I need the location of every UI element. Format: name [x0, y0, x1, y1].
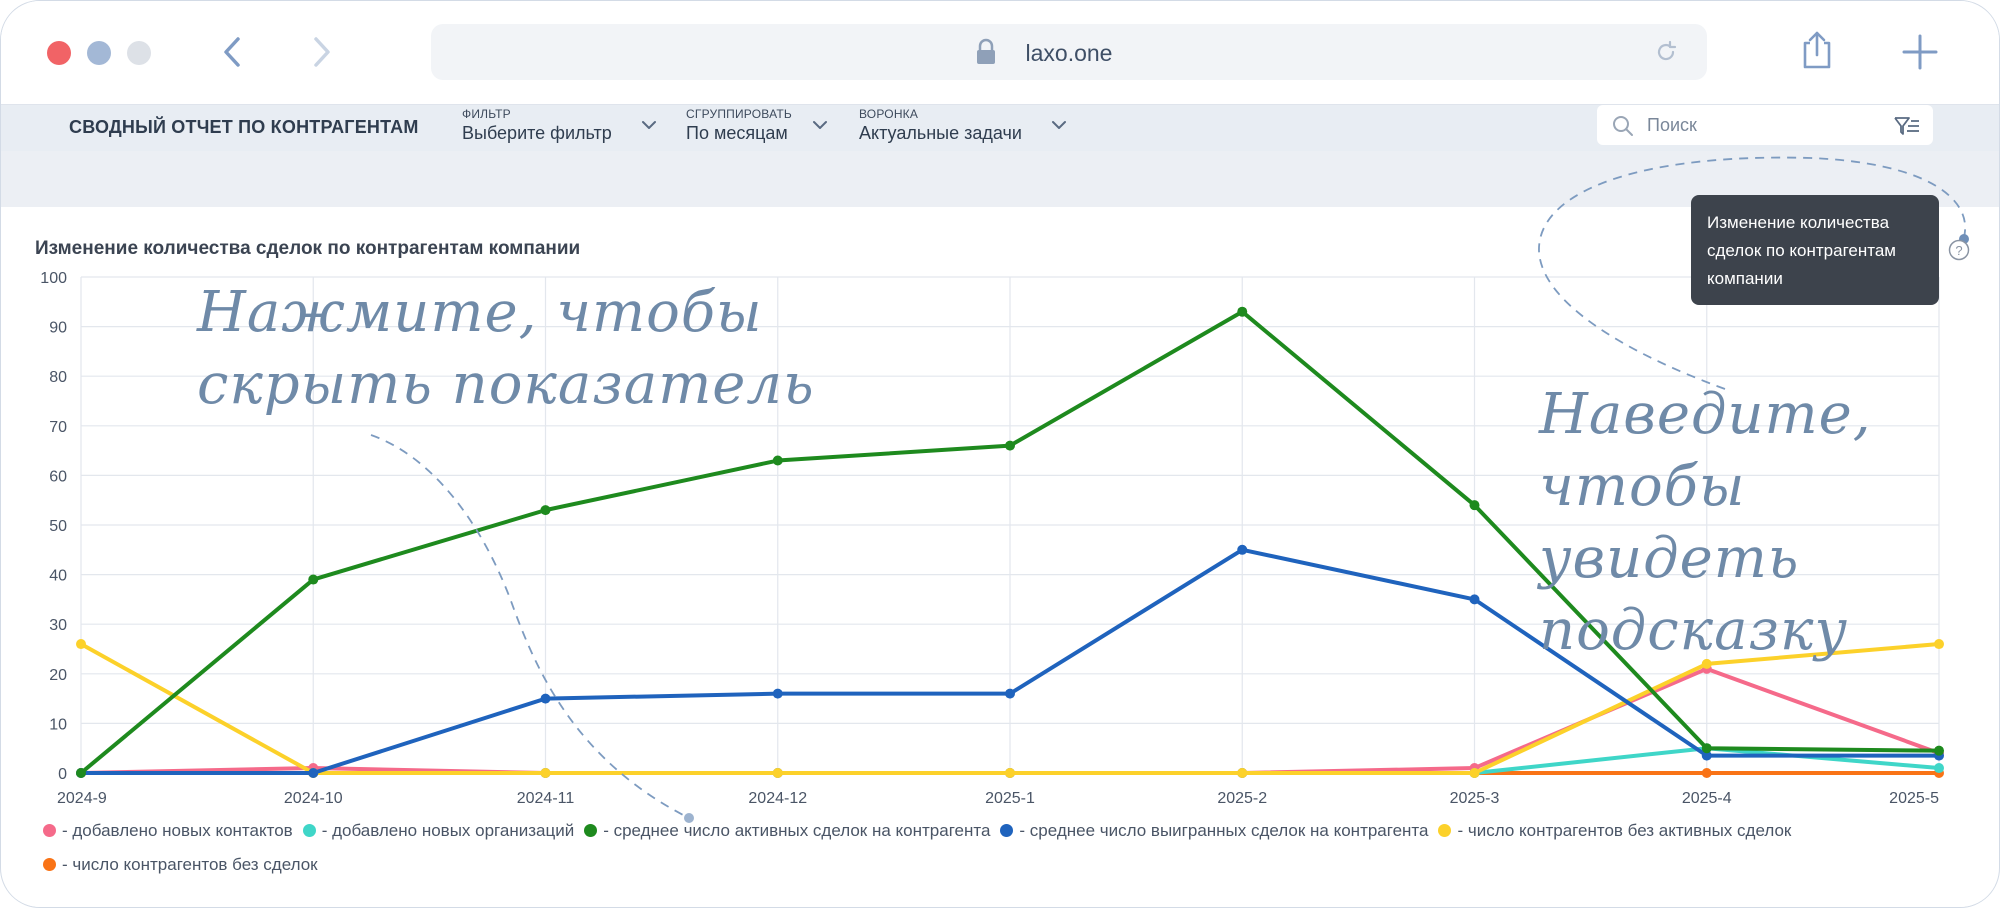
search-placeholder: Поиск	[1647, 115, 1697, 135]
legend-label: - среднее число выигранных сделок на кон…	[1019, 821, 1429, 840]
tooltip-text: Изменение количества сделок по контраген…	[1707, 213, 1896, 288]
group-by-label: СГРУППИРОВАТЬ	[686, 107, 792, 121]
back-arrow-icon[interactable]	[208, 27, 258, 77]
funnel-dropdown[interactable]: ВОРОНКА Актуальные задачи	[859, 107, 1022, 144]
legend-dot	[302, 824, 316, 837]
legend-item[interactable]: - добавлено новых контактов	[43, 821, 293, 841]
legend-item[interactable]: - добавлено новых организаций	[302, 821, 575, 841]
legend-item[interactable]: - число контрагентов без сделок	[43, 855, 318, 875]
funnel-value: Актуальные задачи	[859, 123, 1022, 143]
legend-label: - добавлено новых контактов	[62, 821, 293, 840]
legend-dot	[43, 858, 56, 871]
hint-right: Наведите, чтобы увидеть подсказку	[1539, 379, 1999, 667]
filter-settings-icon[interactable]	[1893, 115, 1921, 137]
legend-dot	[43, 824, 56, 837]
legend-label: - число контрагентов без сделок	[62, 855, 318, 874]
minimize-window-button[interactable]	[87, 41, 111, 65]
close-window-button[interactable]	[47, 41, 71, 65]
new-tab-plus-icon[interactable]	[1901, 33, 1939, 71]
group-by-dropdown[interactable]: СГРУППИРОВАТЬ По месяцам	[686, 107, 792, 144]
legend-label: - среднее число активных сделок на контр…	[603, 821, 991, 840]
chevron-down-icon[interactable]	[1051, 119, 1067, 131]
browser-toolbar: laxo.one	[1, 1, 1999, 105]
legend-item[interactable]: - среднее число активных сделок на контр…	[584, 821, 990, 841]
reload-icon[interactable]	[1653, 39, 1679, 65]
legend-item[interactable]: - среднее число выигранных сделок на кон…	[1000, 821, 1428, 841]
search-input[interactable]: Поиск	[1597, 105, 1933, 145]
hint-left: Нажмите, чтобы скрыть показатель	[197, 277, 815, 421]
hint-right-line-1: Наведите, чтобы	[1539, 382, 1872, 519]
zoom-window-button[interactable]	[127, 41, 151, 65]
legend-dot	[1438, 824, 1452, 837]
lock-icon	[977, 38, 995, 64]
filter-label: ФИЛЬТР	[462, 107, 511, 121]
funnel-label: ВОРОНКА	[859, 107, 919, 121]
svg-text:?: ?	[1955, 243, 1962, 258]
chevron-down-icon[interactable]	[812, 119, 828, 131]
url-text: laxo.one	[1025, 40, 1113, 66]
hint-left-line-1: Нажмите, чтобы	[197, 280, 763, 345]
address-bar[interactable]: laxo.one	[431, 24, 1707, 80]
legend-label: - число контрагентов без активных сделок	[1457, 821, 1792, 840]
legend-label: - добавлено новых организаций	[321, 821, 575, 840]
hint-left-line-2: скрыть показатель	[197, 352, 815, 417]
page-title: СВОДНЫЙ ОТЧЕТ ПО КОНТРАГЕНТАМ	[69, 117, 419, 137]
forward-arrow-icon[interactable]	[296, 27, 346, 77]
chart-title: Изменение количества сделок по контраген…	[35, 238, 581, 259]
legend-dot	[1000, 824, 1014, 837]
search-icon	[1613, 116, 1633, 136]
chevron-down-icon[interactable]	[641, 119, 657, 131]
hint-right-line-2: увидеть подсказку	[1539, 526, 1848, 663]
filter-value: Выберите фильтр	[462, 123, 612, 143]
help-tooltip: Изменение количества сделок по контраген…	[1691, 195, 1939, 305]
chart-legend: - добавлено новых контактов - добавлено н…	[43, 821, 1943, 889]
legend-item[interactable]: - число контрагентов без активных сделок	[1438, 821, 1791, 841]
filter-dropdown[interactable]: ФИЛЬТР Выберите фильтр	[462, 107, 612, 144]
group-by-value: По месяцам	[686, 123, 788, 143]
legend-dot	[584, 824, 598, 837]
share-icon[interactable]	[1799, 29, 1835, 71]
help-question-icon[interactable]: ?	[1948, 239, 1970, 261]
